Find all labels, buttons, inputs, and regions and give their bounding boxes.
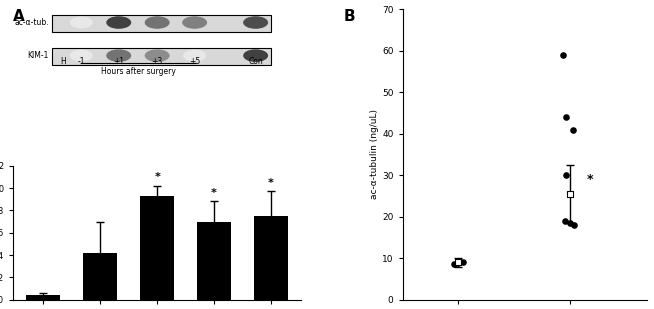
Point (561, 173, 572, 178)
Point (569, 222, 579, 227)
Ellipse shape (70, 50, 93, 61)
Ellipse shape (106, 16, 131, 29)
Point (568, 127, 578, 132)
Y-axis label: ac-α-tubulin (ng/uL): ac-α-tubulin (ng/uL) (370, 109, 379, 200)
Ellipse shape (145, 49, 169, 62)
Ellipse shape (243, 16, 268, 29)
Text: Hours after surgery: Hours after surgery (101, 67, 175, 76)
Point (449, 262, 459, 267)
Point (457, 259, 468, 264)
Text: KIM-1: KIM-1 (27, 51, 49, 60)
Bar (197, 222, 232, 300)
FancyBboxPatch shape (52, 48, 271, 65)
Text: A: A (13, 9, 25, 24)
Text: ac-α-tub.: ac-α-tub. (14, 18, 49, 27)
Text: *: * (587, 173, 593, 186)
Text: *: * (154, 172, 160, 182)
Ellipse shape (243, 49, 268, 62)
Ellipse shape (183, 50, 206, 61)
Ellipse shape (182, 16, 207, 29)
Point (564, 192, 575, 197)
Text: *: * (268, 178, 274, 188)
Text: *: * (211, 188, 217, 198)
Text: -1: -1 (78, 57, 85, 66)
Ellipse shape (70, 17, 93, 28)
Ellipse shape (145, 16, 169, 29)
Bar (140, 196, 174, 300)
Text: H: H (61, 57, 67, 66)
Text: Con: Con (249, 57, 263, 66)
FancyBboxPatch shape (52, 15, 271, 32)
Point (453, 260, 464, 265)
Point (564, 221, 575, 226)
Bar (83, 253, 117, 300)
Ellipse shape (106, 49, 131, 62)
Text: B: B (343, 9, 355, 24)
Point (561, 115, 572, 120)
Text: +5: +5 (189, 57, 200, 66)
Bar (26, 295, 60, 300)
Text: +3: +3 (152, 57, 163, 66)
Point (453, 261, 464, 266)
Point (558, 53, 568, 57)
Point (560, 218, 570, 223)
Bar (254, 216, 288, 300)
Text: +1: +1 (113, 57, 124, 66)
